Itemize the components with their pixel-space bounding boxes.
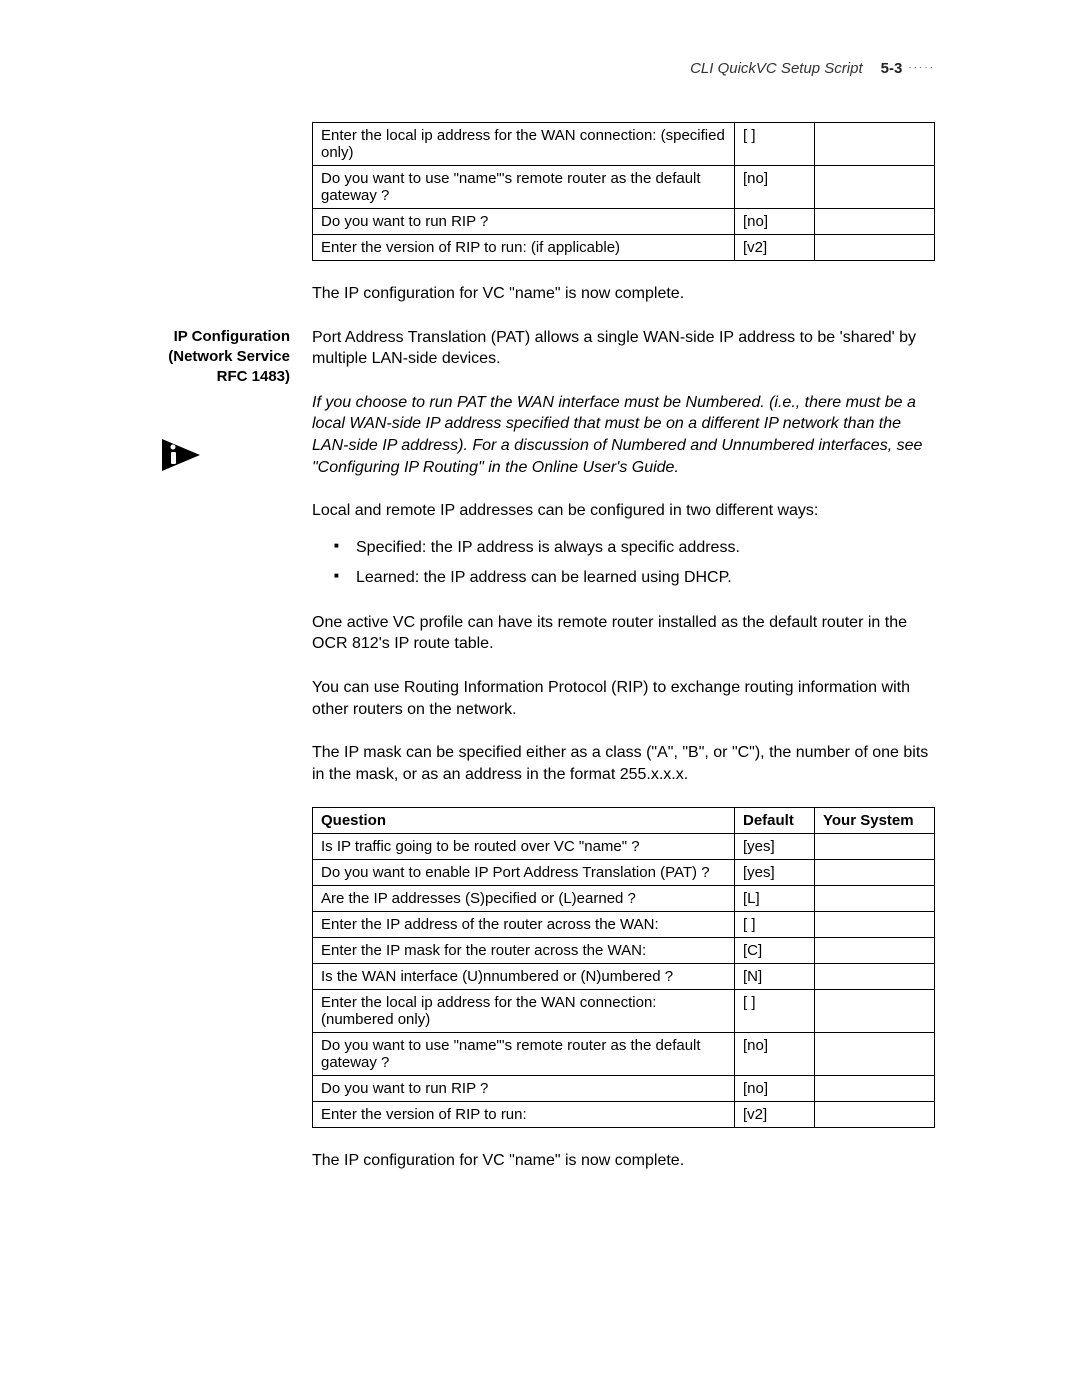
ip-ways-intro: Local and remote IP addresses can be con…	[312, 500, 935, 522]
section-label-line1: IP Configuration	[160, 327, 290, 347]
header-question: Question	[313, 808, 735, 834]
table-row: Enter the version of RIP to run: (if app…	[313, 235, 935, 261]
rip-para: You can use Routing Information Protocol…	[312, 677, 935, 720]
section-label-line2: (Network Service	[160, 347, 290, 367]
pat-note: If you choose to run PAT the WAN interfa…	[312, 392, 935, 478]
question-cell: Enter the local ip address for the WAN c…	[313, 123, 735, 166]
table-row: Do you want to run RIP ?[no]	[313, 1076, 935, 1102]
your-system-cell	[815, 912, 935, 938]
default-cell: [no]	[735, 1033, 815, 1076]
question-cell: Is the WAN interface (U)nnumbered or (N)…	[313, 964, 735, 990]
mask-para: The IP mask can be specified either as a…	[312, 742, 935, 785]
your-system-cell	[815, 938, 935, 964]
intro-text: The IP configuration for VC "name" is no…	[312, 283, 935, 305]
your-system-cell	[815, 834, 935, 860]
question-cell: Enter the version of RIP to run: (if app…	[313, 235, 735, 261]
your-system-cell	[815, 123, 935, 166]
your-system-cell	[815, 964, 935, 990]
body-text: Port Address Translation (PAT) allows a …	[312, 305, 935, 1172]
table-row: Are the IP addresses (S)pecified or (L)e…	[313, 886, 935, 912]
question-cell: Do you want to use "name"'s remote route…	[313, 166, 735, 209]
header-dots-icon: ·····	[908, 62, 935, 73]
default-cell: [no]	[735, 209, 815, 235]
question-cell: Enter the version of RIP to run:	[313, 1102, 735, 1128]
your-system-cell	[815, 886, 935, 912]
info-arrow-icon	[160, 437, 202, 473]
section-label-line3: RFC 1483)	[160, 367, 290, 387]
your-system-cell	[815, 1076, 935, 1102]
default-cell: [no]	[735, 1076, 815, 1102]
your-system-cell	[815, 1102, 935, 1128]
your-system-cell	[815, 209, 935, 235]
default-cell: [ ]	[735, 990, 815, 1033]
outro-text: The IP configuration for VC "name" is no…	[312, 1150, 935, 1172]
header-page-number: 5-3	[881, 60, 903, 77]
list-item: Specified: the IP address is always a sp…	[334, 536, 935, 560]
table-row: Enter the IP address of the router acros…	[313, 912, 935, 938]
your-system-cell	[815, 990, 935, 1033]
table-row: Enter the local ip address for the WAN c…	[313, 990, 935, 1033]
question-cell: Enter the IP address of the router acros…	[313, 912, 735, 938]
question-cell: Do you want to enable IP Port Address Tr…	[313, 860, 735, 886]
your-system-cell	[815, 1033, 935, 1076]
config-table-1: Enter the local ip address for the WAN c…	[312, 122, 935, 261]
config-table-2: Question Default Your System Is IP traff…	[312, 807, 935, 1128]
question-cell: Is IP traffic going to be routed over VC…	[313, 834, 735, 860]
question-cell: Enter the IP mask for the router across …	[313, 938, 735, 964]
your-system-cell	[815, 235, 935, 261]
your-system-cell	[815, 860, 935, 886]
question-cell: Do you want to run RIP ?	[313, 1076, 735, 1102]
question-cell: Are the IP addresses (S)pecified or (L)e…	[313, 886, 735, 912]
default-cell: [ ]	[735, 912, 815, 938]
header-default: Default	[735, 808, 815, 834]
pat-intro: Port Address Translation (PAT) allows a …	[312, 327, 935, 370]
table-header-row: Question Default Your System	[313, 808, 935, 834]
table-row: Do you want to run RIP ? [no]	[313, 209, 935, 235]
section-label-wrap: IP Configuration (Network Service RFC 14…	[160, 327, 290, 1172]
page: CLI QuickVC Setup Script 5-3 ····· Enter…	[0, 0, 1080, 1212]
your-system-cell	[815, 166, 935, 209]
question-cell: Do you want to use "name"'s remote route…	[313, 1033, 735, 1076]
table-row: Do you want to use "name"'s remote route…	[313, 1033, 935, 1076]
list-item: Learned: the IP address can be learned u…	[334, 566, 935, 590]
table-row: Do you want to use "name"'s remote route…	[313, 166, 935, 209]
default-router-para: One active VC profile can have its remot…	[312, 612, 935, 655]
table-row: Enter the local ip address for the WAN c…	[313, 123, 935, 166]
table-row: Enter the IP mask for the router across …	[313, 938, 935, 964]
default-cell: [no]	[735, 166, 815, 209]
default-cell: [C]	[735, 938, 815, 964]
default-cell: [N]	[735, 964, 815, 990]
table-row: Is IP traffic going to be routed over VC…	[313, 834, 935, 860]
default-cell: [v2]	[735, 235, 815, 261]
default-cell: [yes]	[735, 860, 815, 886]
default-cell: [yes]	[735, 834, 815, 860]
left-spacer	[160, 122, 290, 305]
table-row: Is the WAN interface (U)nnumbered or (N)…	[313, 964, 935, 990]
default-cell: [v2]	[735, 1102, 815, 1128]
ip-ways-list: Specified: the IP address is always a sp…	[334, 536, 935, 590]
header-title: CLI QuickVC Setup Script	[690, 60, 863, 77]
table-row: Do you want to enable IP Port Address Tr…	[313, 860, 935, 886]
content: Enter the local ip address for the WAN c…	[160, 122, 935, 1172]
default-cell: [L]	[735, 886, 815, 912]
question-cell: Do you want to run RIP ?	[313, 209, 735, 235]
question-cell: Enter the local ip address for the WAN c…	[313, 990, 735, 1033]
table1-wrap: Enter the local ip address for the WAN c…	[312, 122, 935, 305]
page-header: CLI QuickVC Setup Script 5-3 ·····	[160, 60, 935, 77]
header-your-system: Your System	[815, 808, 935, 834]
table-row: Enter the version of RIP to run:[v2]	[313, 1102, 935, 1128]
default-cell: [ ]	[735, 123, 815, 166]
